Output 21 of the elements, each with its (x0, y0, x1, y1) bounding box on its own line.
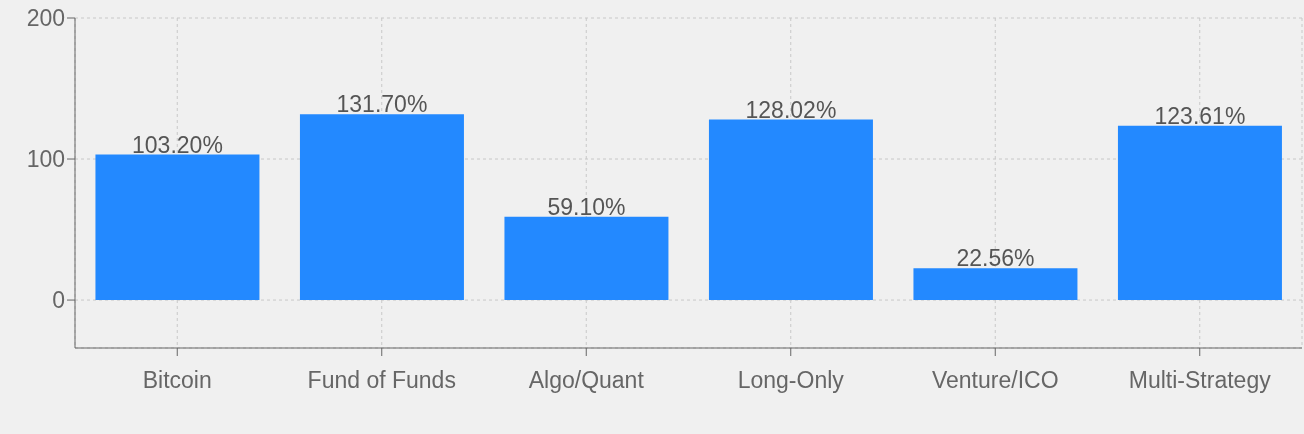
data-label: 128.02% (745, 96, 837, 123)
data-label: 123.61% (1154, 102, 1246, 129)
bar (504, 216, 669, 301)
x-tick-label: Multi-Strategy (1128, 367, 1272, 394)
x-tick-label: Long-Only (737, 367, 845, 394)
bar (95, 154, 260, 301)
bar (1117, 125, 1282, 301)
x-tick-label: Bitcoin (142, 367, 212, 394)
data-label: 103.20% (132, 131, 223, 158)
y-tick-label: 200 (26, 5, 65, 32)
data-label: 22.56% (956, 245, 1035, 272)
y-tick-label: 100 (26, 146, 65, 173)
y-tick-label: 0 (52, 287, 65, 314)
x-tick-label: Venture/ICO (931, 367, 1059, 394)
data-label: 131.70% (336, 91, 428, 118)
bar (913, 268, 1078, 301)
bar (708, 119, 873, 301)
x-tick-label: Algo/Quant (528, 367, 645, 394)
data-label: 59.10% (547, 193, 626, 220)
bar (299, 114, 464, 301)
x-tick-label: Fund of Funds (307, 367, 456, 394)
